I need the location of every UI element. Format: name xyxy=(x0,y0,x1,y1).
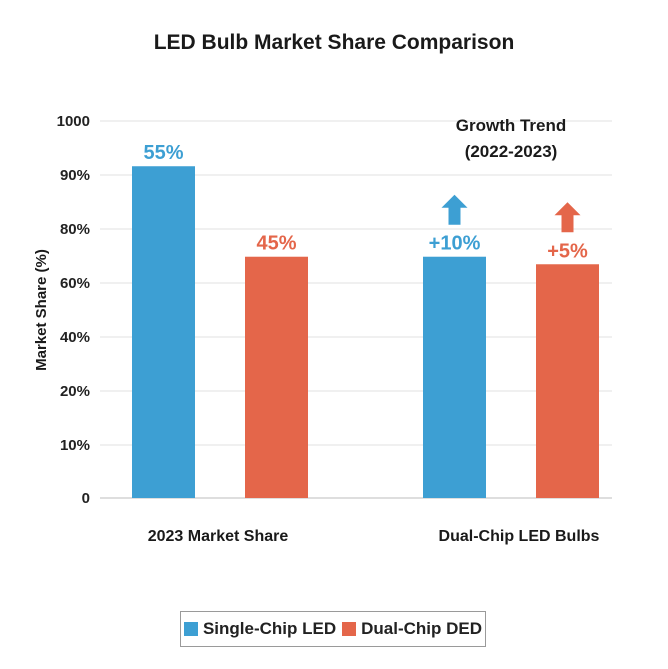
legend-item-single-chip: Single-Chip LED xyxy=(183,619,337,639)
legend-swatch-icon xyxy=(342,622,357,636)
bar xyxy=(536,264,599,498)
group-subtitle: (2022-2023) xyxy=(465,142,558,161)
y-axis-label: Market Share (%) xyxy=(33,249,50,371)
bar-data-label: +5% xyxy=(547,240,588,262)
growth-arrow-icon xyxy=(441,194,468,225)
x-category-label: 2023 Market Share xyxy=(148,528,289,545)
y-tick-label: 60% xyxy=(60,275,90,292)
legend-swatch-icon xyxy=(183,622,198,636)
chart-title: LED Bulb Market Share Comparison xyxy=(154,31,515,54)
bar-data-label: +10% xyxy=(429,233,481,255)
group-subtitle: Growth Trend xyxy=(456,116,567,135)
legend-label: Dual-Chip DED xyxy=(361,619,483,638)
y-tick-label: 20% xyxy=(60,383,90,400)
y-tick-label: 1000 xyxy=(57,113,90,130)
y-tick-label: 40% xyxy=(60,329,90,346)
bar xyxy=(132,166,195,499)
growth-arrow-icon xyxy=(554,202,581,233)
x-category-label: Dual-Chip LED Bulbs xyxy=(439,528,600,545)
bar xyxy=(423,256,486,498)
bar-data-label: 55% xyxy=(143,142,183,164)
chart-legend: Single-Chip LED Dual-Chip DED xyxy=(180,611,486,647)
legend-label: Single-Chip LED xyxy=(202,619,337,638)
y-tick-label: 80% xyxy=(60,221,90,238)
bar-data-label: 45% xyxy=(256,233,296,255)
y-tick-label: 0 xyxy=(82,490,90,507)
y-tick-label: 10% xyxy=(60,437,90,454)
bar xyxy=(245,256,308,498)
legend-item-dual-chip: Dual-Chip DED xyxy=(342,619,482,639)
y-tick-label: 90% xyxy=(60,167,90,184)
